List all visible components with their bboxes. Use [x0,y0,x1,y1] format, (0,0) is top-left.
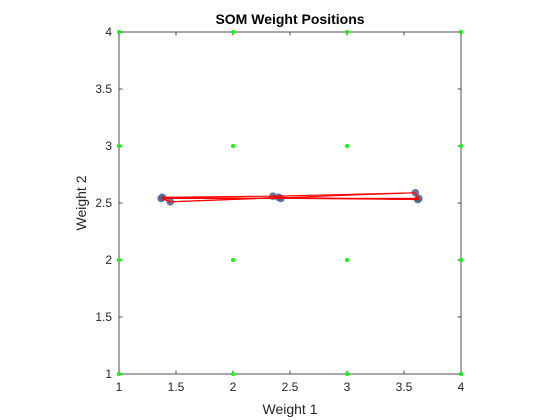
neuron-grid-point [345,258,349,262]
x-tick-label: 3 [344,380,351,394]
neuron-grid-point [459,144,463,148]
x-tick-label: 4 [458,380,465,394]
y-tick-label: 4 [105,25,112,39]
neuron-grid-point [231,372,235,376]
neuron-grid-point [231,30,235,34]
neuron-grid-point [231,144,235,148]
plot-marks: 1 1.5 2 2.5 3 3.5 4 1 1.5 2 2.5 3 3.5 4 [95,25,464,394]
neighbor-connection [170,192,416,203]
neuron-grid-point [345,144,349,148]
x-tick-label: 2.5 [282,380,299,394]
x-tick-label: 2 [230,380,237,394]
neuron-grid-point [459,372,463,376]
neighbor-connection [160,197,171,203]
neuron-grid-point [345,372,349,376]
neuron-grid-point [117,258,121,262]
neuron-grid-point [459,258,463,262]
y-tick-label: 3 [105,139,112,153]
neuron-grid-point [459,30,463,34]
x-tick-label: 1 [116,380,123,394]
x-tick-label: 1.5 [168,380,185,394]
neuron-grid-point [345,30,349,34]
y-tick-label: 1 [105,367,112,381]
neuron-grid-point [117,144,121,148]
y-tick-label: 2 [105,253,112,267]
chart-title: SOM Weight Positions [215,11,364,27]
neuron-grid-point [117,30,121,34]
neuron-grid-point [117,372,121,376]
y-axis-label: Weight 2 [73,175,89,230]
y-tick-label: 2.5 [95,196,112,210]
y-tick-label: 1.5 [95,310,112,324]
y-tick-label: 3.5 [95,82,112,96]
neuron-grid-point [231,258,235,262]
neighbor-connection [272,195,279,198]
x-tick-label: 3.5 [396,380,413,394]
x-axis-label: Weight 1 [263,401,318,417]
